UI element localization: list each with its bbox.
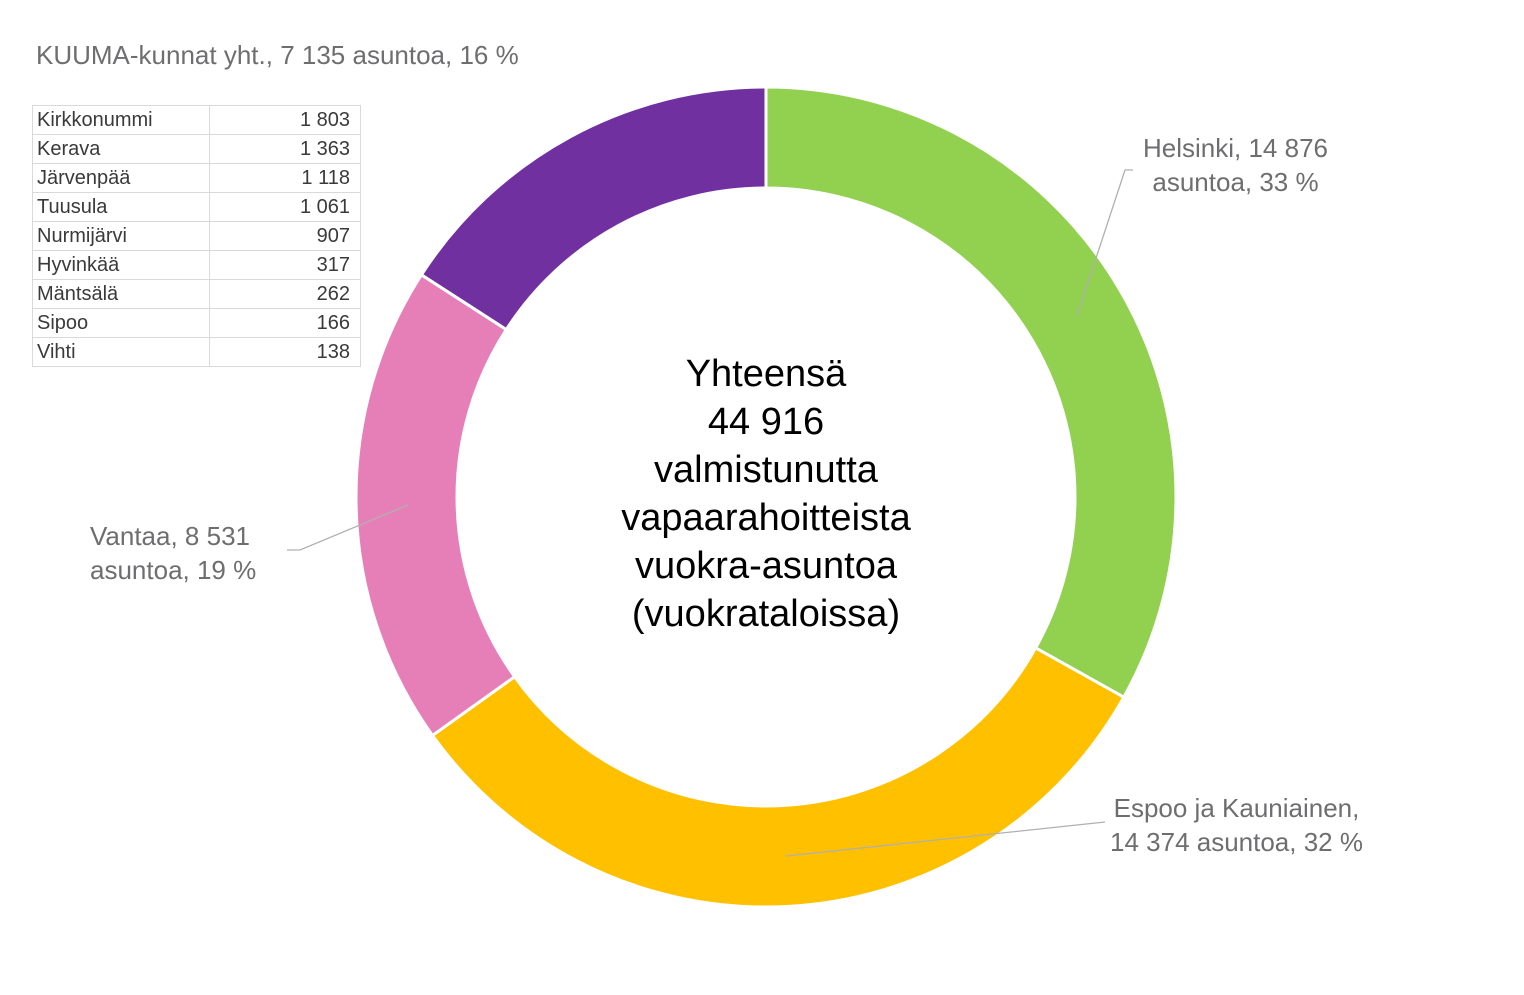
- municipality-name: Tuusula: [32, 192, 210, 222]
- table-row: Vihti 138: [32, 337, 361, 367]
- municipality-value: 907: [209, 221, 361, 251]
- slice-helsinki: [764, 85, 1178, 700]
- center-line: Yhteensä: [685, 353, 847, 395]
- label-line: Espoo ja Kauniainen,: [1113, 793, 1360, 823]
- table-row: Sipoo 166: [32, 308, 361, 338]
- table-row: Mäntsälä 262: [32, 279, 361, 309]
- municipality-value: 1 118: [209, 163, 361, 193]
- label-vantaa: Vantaa, 8 531 asuntoa, 19 %: [90, 519, 256, 587]
- label-line: Helsinki, 14 876: [1143, 133, 1328, 163]
- table-row: Järvenpää 1 118: [32, 163, 361, 193]
- center-text: Yhteensä 44 916 valmistunutta vapaarahoi…: [566, 350, 966, 638]
- leader-lines: [287, 169, 1133, 857]
- center-line: (vuokrataloissa): [631, 593, 901, 635]
- municipality-value: 166: [209, 308, 361, 338]
- municipality-name: Nurmijärvi: [32, 221, 210, 251]
- label-espoo: Espoo ja Kauniainen, 14 374 asuntoa, 32 …: [1110, 791, 1363, 859]
- municipality-name: Sipoo: [32, 308, 210, 338]
- leader-line-helsinki: [1076, 169, 1133, 317]
- table-row: Nurmijärvi 907: [32, 221, 361, 251]
- municipality-name: Kerava: [32, 134, 210, 164]
- slice-vantaa: [354, 272, 517, 738]
- municipality-name: Kirkkonummi: [32, 105, 210, 135]
- leader-line-espoo: [785, 821, 1106, 857]
- slice-kuuma: [419, 85, 768, 332]
- table-row: Kirkkonummi 1 803: [32, 105, 361, 135]
- leader-line-vantaa: [287, 504, 409, 551]
- label-line: asuntoa, 33 %: [1152, 167, 1319, 197]
- municipality-name: Järvenpää: [32, 163, 210, 193]
- donut-slices: [354, 85, 1178, 909]
- center-line: vapaarahoitteista: [621, 497, 911, 539]
- municipality-name: Vihti: [32, 337, 210, 367]
- label-line: Vantaa, 8 531: [90, 521, 250, 551]
- slice-espoo: [430, 645, 1126, 909]
- center-line: valmistunutta: [654, 449, 878, 491]
- label-helsinki: Helsinki, 14 876 asuntoa, 33 %: [1143, 131, 1328, 199]
- label-line: asuntoa, 19 %: [90, 555, 257, 585]
- table-row: Hyvinkää 317: [32, 250, 361, 280]
- municipality-value: 138: [209, 337, 361, 367]
- municipality-name: Mäntsälä: [32, 279, 210, 309]
- center-line: vuokra-asuntoa: [635, 545, 897, 587]
- municipality-value: 317: [209, 250, 361, 280]
- label-line: 14 374 asuntoa, 32 %: [1110, 827, 1363, 857]
- center-total: 44 916: [707, 401, 825, 443]
- table-row: Tuusula 1 061: [32, 192, 361, 222]
- municipality-name: Hyvinkää: [32, 250, 210, 280]
- kuuma-breakdown-table: Kirkkonummi 1 803 Kerava 1 363 Järvenpää 1 …: [32, 105, 361, 367]
- municipality-value: 1 803: [209, 105, 361, 135]
- kuuma-label: KUUMA-kunnat yht., 7 135 asuntoa, 16 %: [36, 40, 519, 70]
